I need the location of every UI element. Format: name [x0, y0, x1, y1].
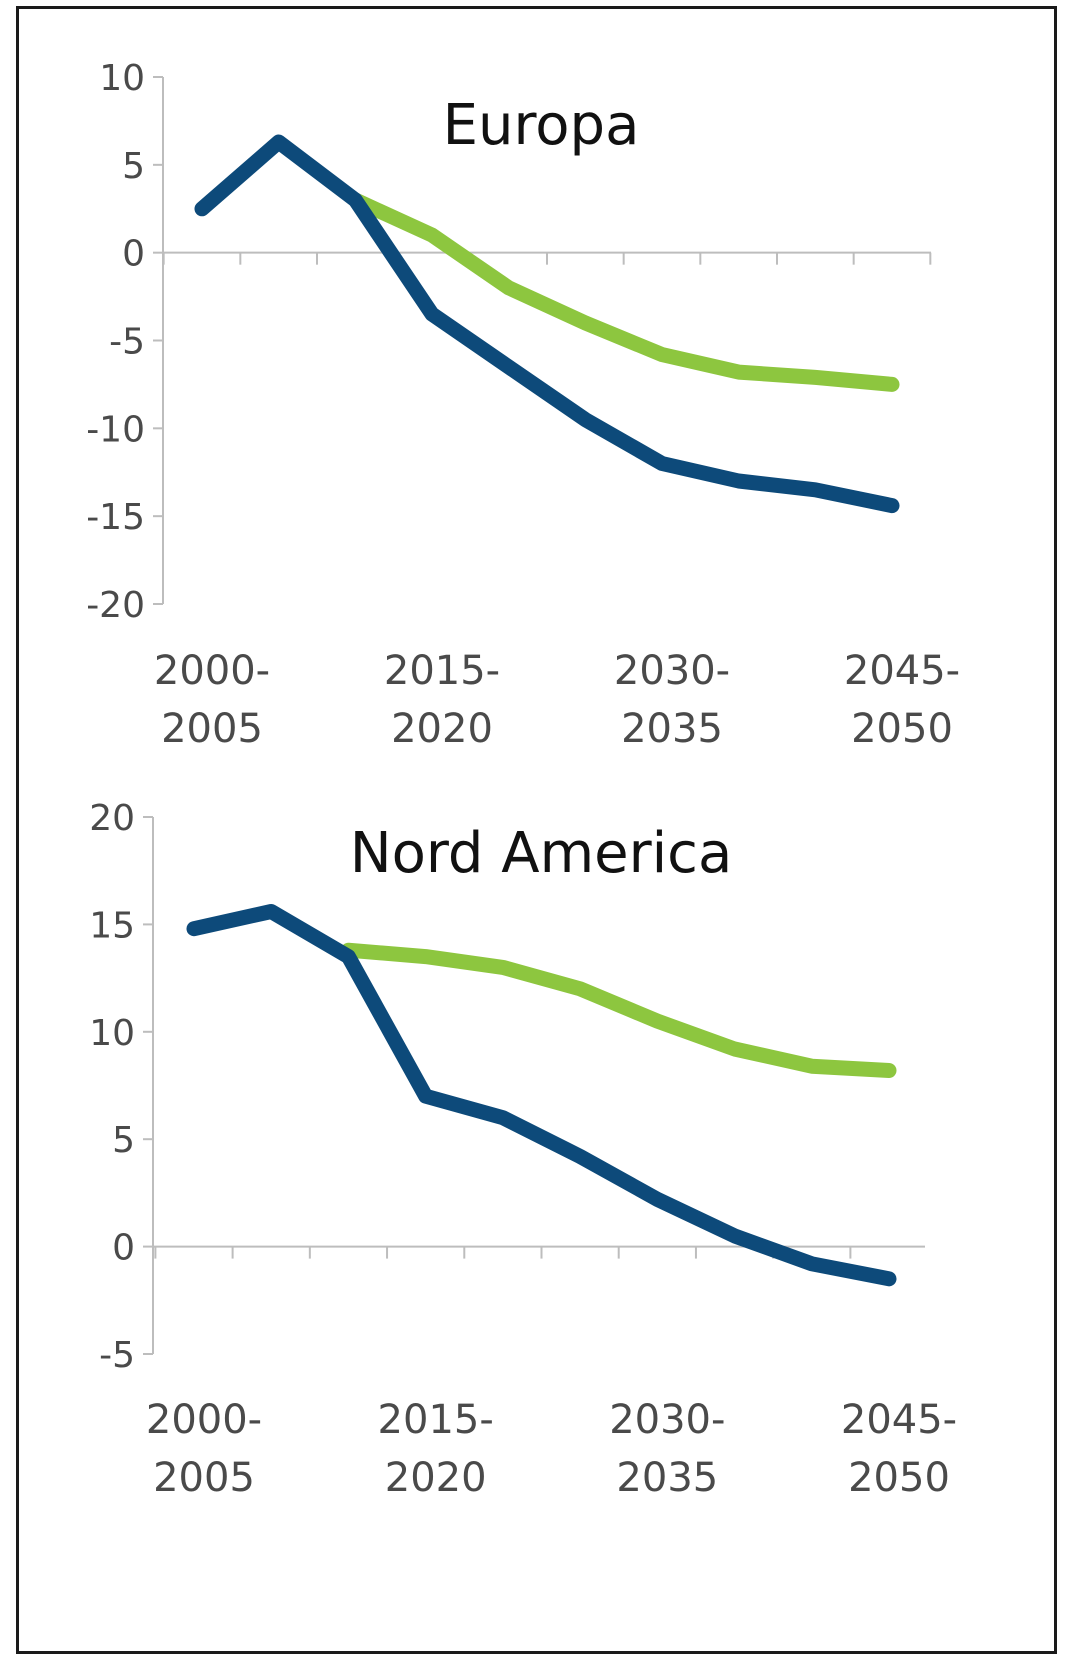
x-tick-label: 2030-: [609, 1397, 725, 1443]
y-tick-label: -5: [109, 322, 145, 363]
chart-title: Nord America: [350, 821, 733, 886]
x-tick-label: 2020: [385, 1455, 487, 1501]
y-tick-label: 0: [112, 1228, 135, 1269]
y-tick-label: 5: [122, 146, 145, 187]
x-tick-label: 2045-: [844, 648, 960, 694]
x-tick-label: 2050: [848, 1455, 950, 1501]
x-tick-label: 2015-: [378, 1397, 494, 1443]
y-tick-label: -20: [86, 585, 145, 626]
x-tick-label: 2000-: [146, 1397, 262, 1443]
chart-nord-america: Nord America 20 15 10 5 0 -5 2000- 2005 2015- 202…: [89, 798, 957, 1501]
series-line-1: [340, 942, 897, 1078]
x-tick-label: 2035: [621, 706, 723, 752]
y-tick-label: 0: [122, 234, 145, 275]
x-tick-label: 2015-: [384, 648, 500, 694]
y-tick-label: -15: [86, 497, 145, 538]
series-line-1: [347, 192, 900, 392]
x-tick-label: 2035: [616, 1455, 718, 1501]
x-tick-label: 2050: [851, 706, 953, 752]
y-tick-label: 20: [89, 798, 135, 839]
x-tick-label: 2030-: [614, 648, 730, 694]
y-tick-label: -10: [86, 409, 145, 450]
charts-canvas: Europa 1050-5-10-15-202000-20052015-2020…: [86, 58, 960, 1501]
y-tick-label: -5: [99, 1335, 135, 1376]
series-line-2: [194, 134, 900, 514]
chart-title: Europa: [443, 93, 640, 158]
x-tick-label: 2045-: [841, 1397, 957, 1443]
y-tick-label: 15: [89, 905, 135, 946]
y-tick-label: 10: [99, 58, 145, 99]
x-tick-label: 2000-: [154, 648, 270, 694]
x-tick-label: 2005: [153, 1455, 255, 1501]
series-line-2: [186, 904, 897, 1287]
x-tick-label: 2005: [161, 706, 263, 752]
x-tick-label: 2020: [391, 706, 493, 752]
figure-frame: Europa 10 5 0 -5 -10 -15 -20 2000- 2005 2015- 2020…: [16, 6, 1057, 1654]
y-tick-label: 10: [89, 1013, 135, 1054]
y-tick-label: 5: [112, 1120, 135, 1161]
